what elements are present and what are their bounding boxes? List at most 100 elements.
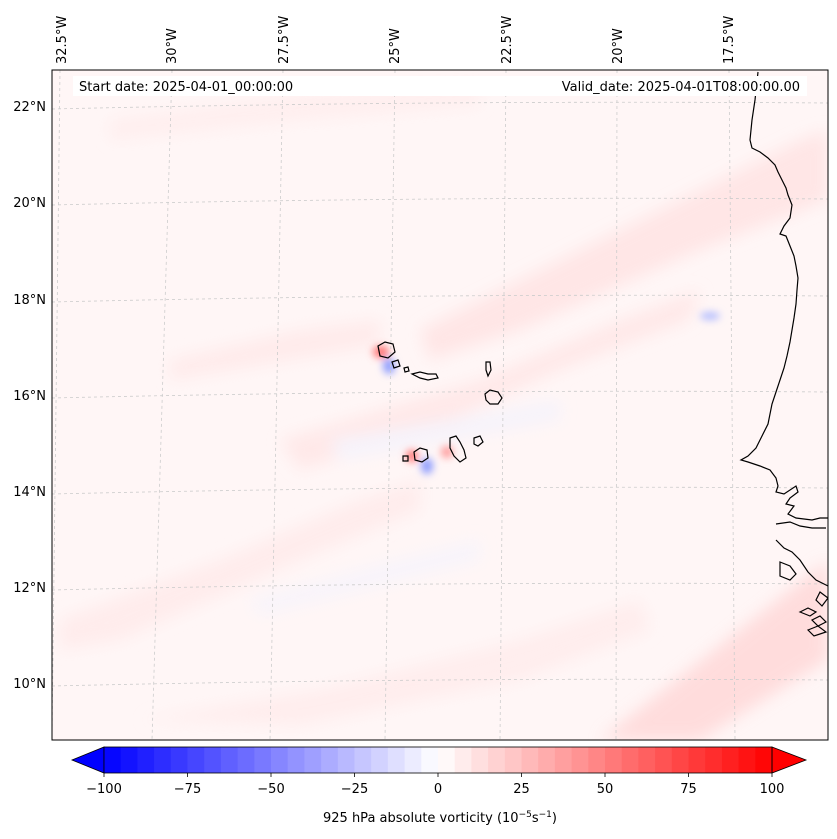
vorticity-band-neg-1 (330, 400, 560, 460)
colorbar-segment (454, 747, 472, 773)
colorbar-title-exp2: −1 (539, 810, 552, 820)
colorbar-segment (204, 747, 222, 773)
colorbar-title-mid: s (532, 811, 539, 826)
gridlines (52, 70, 828, 740)
island-fogo (413, 447, 429, 463)
island-santa-luzia (403, 366, 410, 373)
meridian-22-5w (499, 70, 507, 740)
colorbar-segment (404, 747, 422, 773)
colorbar-tick-label: −75 (174, 782, 201, 797)
island-sal (485, 361, 492, 378)
colorbar-segment (605, 747, 623, 773)
colorbar-segment (271, 747, 289, 773)
colorbar-title-suffix: ) (552, 811, 557, 826)
colorbar-segment (120, 747, 138, 773)
longitude-labels: 32.5°W 30°W 27.5°W 25°W 22.5°W 20°W 17.5… (55, 16, 737, 64)
vorticity-band-west (170, 320, 380, 380)
vorticity-max-santiago (441, 446, 453, 458)
colorbar-segment (538, 747, 556, 773)
vorticity-max-santo-antao (373, 346, 389, 358)
colorbar-tick-label: 0 (434, 782, 442, 797)
vorticity-band-neg-2 (250, 540, 480, 615)
lon-label-25w: 25°W (388, 28, 403, 64)
colorbar-tick-label: 50 (597, 782, 614, 797)
island-sao-nicolau (410, 371, 439, 381)
colorbar-segment (220, 747, 239, 773)
latitude-labels: 22°N 20°N 18°N 16°N 14°N 12°N 10°N (13, 100, 46, 692)
colorbar-segment (521, 747, 539, 773)
colorbar-segment (104, 747, 122, 773)
lon-label-22-5w: 22.5°W (500, 16, 515, 64)
lon-label-30w: 30°W (165, 28, 180, 64)
colorbar-segment (154, 747, 172, 773)
island-maio (473, 435, 484, 447)
vorticity-band-lower (140, 600, 650, 725)
island-santo-antao (377, 341, 396, 359)
colorbar-extend-min (70, 746, 105, 774)
colorbar-segment (705, 747, 723, 773)
colorbar-extend-max (771, 746, 808, 774)
parallel-16n (52, 390, 828, 399)
lat-label-22n: 22°N (13, 100, 46, 115)
island-boa-vista (484, 389, 503, 405)
colorbar-segment (471, 747, 489, 773)
meridian-17-5w (728, 70, 736, 740)
colorbar-ticks (103, 773, 773, 777)
colorbar-segment (237, 747, 255, 773)
lat-label-12n: 12°N (13, 581, 46, 596)
africa-coastline (739, 71, 828, 521)
lon-label-17-5w: 17.5°W (722, 16, 737, 64)
meridian-25w (384, 70, 396, 740)
meridian-32-5w (52, 70, 61, 740)
meridian-30w (151, 70, 173, 740)
lon-label-32-5w: 32.5°W (55, 16, 70, 64)
colorbar-segment (321, 747, 339, 773)
colorbar-segment (337, 747, 356, 773)
gambia-river-coast (775, 521, 826, 529)
colorbar-tick-label: −50 (257, 782, 284, 797)
vorticity-band-central (280, 290, 700, 470)
colorbar-segment (755, 747, 773, 773)
parallel-20n (52, 197, 828, 206)
vorticity-field (60, 85, 828, 740)
colorbar-tick-label: 25 (513, 782, 530, 797)
colorbar-segment (571, 747, 589, 773)
colorbar-segment (187, 747, 205, 773)
lat-label-20n: 20°N (13, 196, 46, 211)
island-brava (402, 455, 409, 462)
lon-label-27-5w: 27.5°W (277, 16, 292, 64)
colorbar-segment (671, 747, 690, 773)
coastal-inlet-1 (779, 561, 797, 581)
colorbar-segment (721, 747, 740, 773)
colorbar-segment (170, 747, 189, 773)
colorbar-segment (254, 747, 272, 773)
vorticity-band-northwest (110, 85, 480, 140)
parallel-18n (52, 294, 828, 303)
bissagos-islands (798, 607, 828, 637)
start-date-label: Start date: 2025-04-01_00:00:00 (79, 80, 293, 95)
colorbar-segment (504, 747, 523, 773)
colorbar-segment (387, 747, 406, 773)
colorbar-segments (104, 747, 773, 773)
parallel-14n (52, 486, 828, 495)
vorticity-band-ne (420, 130, 828, 360)
colorbar-segment (554, 747, 573, 773)
colorbar-tick-labels: −100 −75 −50 −25 0 25 50 75 100 (86, 782, 784, 797)
valid-date-label: Valid_date: 2025-04-01T08:00:00.00 (562, 80, 800, 95)
vorticity-min-north (700, 312, 720, 320)
island-santiago (449, 435, 467, 463)
colorbar-segment (371, 747, 389, 773)
colorbar-segment (421, 747, 439, 773)
colorbar-segment (655, 747, 673, 773)
vorticity-band-south (60, 480, 420, 650)
island-sao-vicente (391, 359, 401, 369)
lat-label-14n: 14°N (13, 485, 46, 500)
colorbar-segment (287, 747, 305, 773)
map-panel (52, 70, 828, 740)
parallel-12n (52, 582, 828, 591)
colorbar-tick-label: −25 (341, 782, 368, 797)
colorbar-tick-label: 75 (680, 782, 697, 797)
lat-label-10n: 10°N (13, 677, 46, 692)
colorbar-tick-label: −100 (86, 782, 122, 797)
